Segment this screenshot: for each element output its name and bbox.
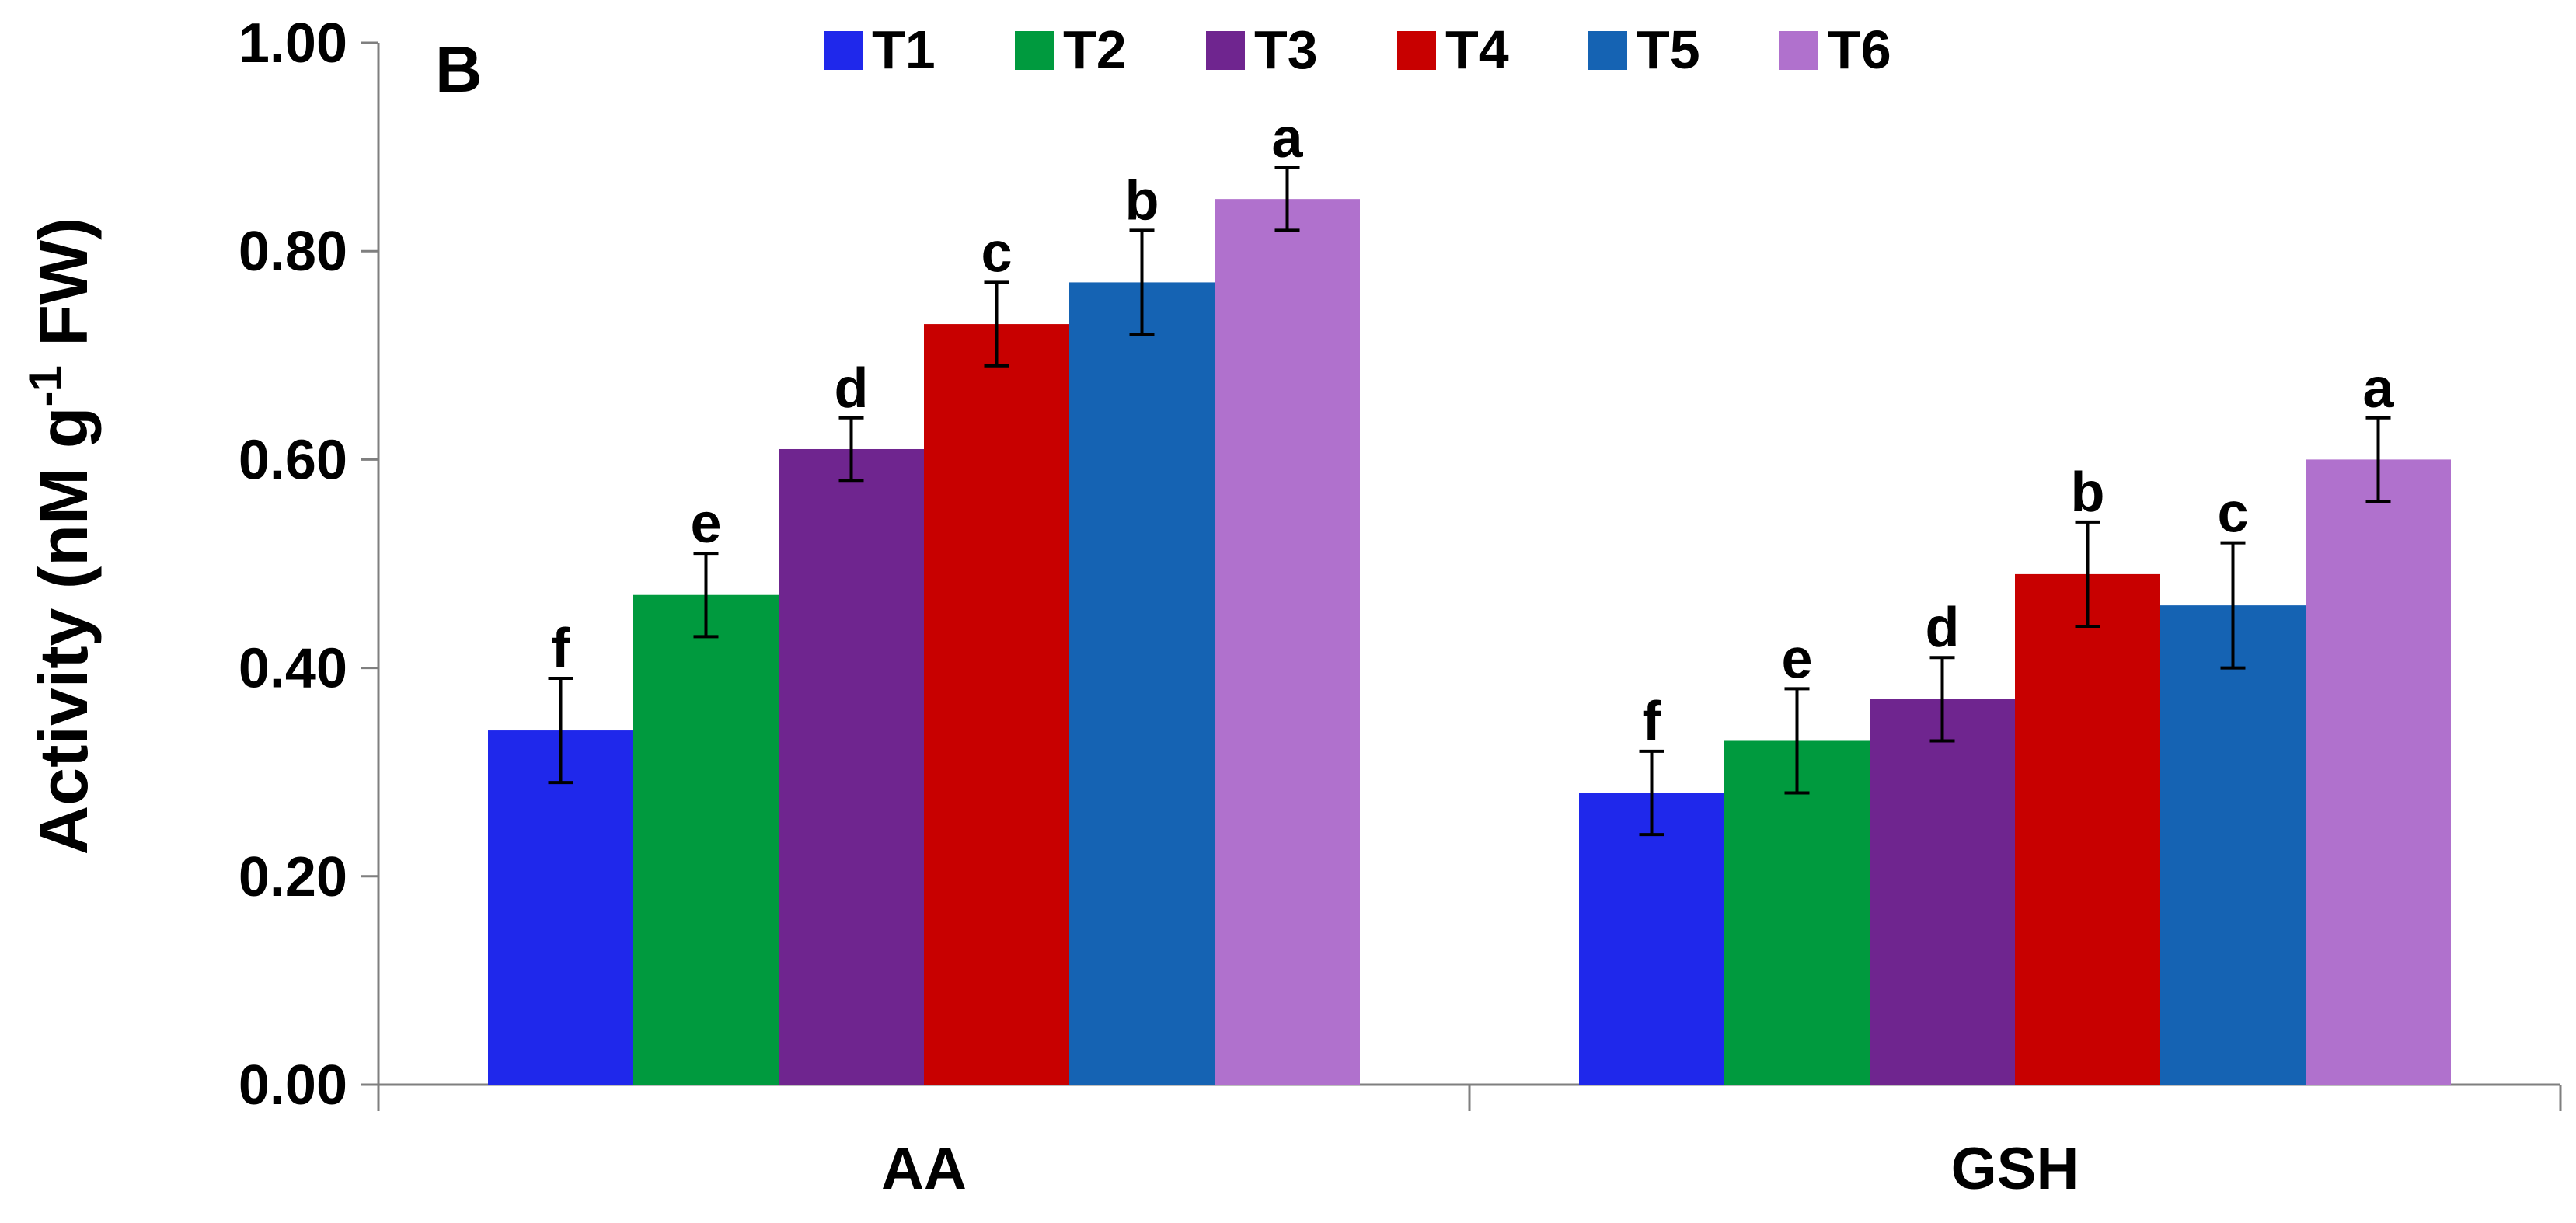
bar-t5-aa xyxy=(1069,282,1215,1085)
legend-label-t2: T2 xyxy=(1063,19,1127,80)
significance-letter: b xyxy=(2071,462,2105,524)
significance-letter: e xyxy=(1781,628,1812,690)
x-category-label: GSH xyxy=(1951,1136,2079,1202)
significance-letter: a xyxy=(1271,107,1303,169)
bar-t1-gsh xyxy=(1579,793,1724,1085)
bar-t2-gsh xyxy=(1724,740,1870,1085)
significance-letter: c xyxy=(981,221,1012,284)
legend-label-t3: T3 xyxy=(1254,19,1318,80)
y-axis: 0.00 0.20 0.40 0.60 0.80 1.00 xyxy=(239,12,380,1117)
y-axis-title-main: Activity (nM g xyxy=(25,407,102,855)
significance-letter: f xyxy=(552,618,571,680)
y-tick-label: 0.20 xyxy=(239,846,347,908)
bar-t4-aa xyxy=(924,324,1069,1085)
legend-swatch-t2 xyxy=(1015,31,1054,70)
significance-letter: e xyxy=(690,493,721,555)
bar-t6-gsh xyxy=(2306,459,2451,1085)
bar-t3-gsh xyxy=(1870,699,2015,1085)
legend-label-t1: T1 xyxy=(872,19,936,80)
significance-letter: b xyxy=(1125,169,1159,232)
bars: f e d c b a f e d b c a xyxy=(488,107,2451,1085)
bar-t1-aa xyxy=(488,730,633,1085)
legend-label-t6: T6 xyxy=(1828,19,1891,80)
legend-label-t5: T5 xyxy=(1637,19,1700,80)
legend: T1 T2 T3 T4 T5 T6 xyxy=(824,19,1891,80)
x-category-label: AA xyxy=(881,1136,967,1202)
y-axis-title: Activity (nM g-1 FW) xyxy=(19,218,103,855)
significance-letter: c xyxy=(2217,483,2248,545)
y-tick-label: 0.60 xyxy=(239,429,347,491)
legend-swatch-t4 xyxy=(1397,31,1436,70)
y-tick-label: 1.00 xyxy=(239,12,347,75)
y-tick-label: 0.40 xyxy=(239,638,347,700)
significance-letter: a xyxy=(2362,357,2394,420)
significance-letter: d xyxy=(1926,597,1960,659)
bar-t6-aa xyxy=(1215,199,1360,1085)
panel-label: B xyxy=(435,33,483,106)
significance-letter: d xyxy=(835,357,869,420)
legend-label-t4: T4 xyxy=(1445,19,1509,80)
legend-swatch-t6 xyxy=(1779,31,1818,70)
y-tick-label: 0.80 xyxy=(239,221,347,283)
legend-swatch-t5 xyxy=(1588,31,1627,70)
y-axis-title-superscript: -1 xyxy=(19,365,71,406)
bar-t2-aa xyxy=(633,594,779,1085)
significance-letter: f xyxy=(1643,691,1662,753)
legend-swatch-t1 xyxy=(824,31,863,70)
x-axis: AA GSH xyxy=(377,1083,2562,1202)
y-tick-label: 0.00 xyxy=(239,1054,347,1117)
y-axis-title-tail: FW) xyxy=(25,218,102,366)
bar-t5-gsh xyxy=(2160,605,2306,1085)
bar-t4-gsh xyxy=(2015,573,2160,1085)
legend-swatch-t3 xyxy=(1206,31,1245,70)
bar-t3-aa xyxy=(779,448,924,1085)
